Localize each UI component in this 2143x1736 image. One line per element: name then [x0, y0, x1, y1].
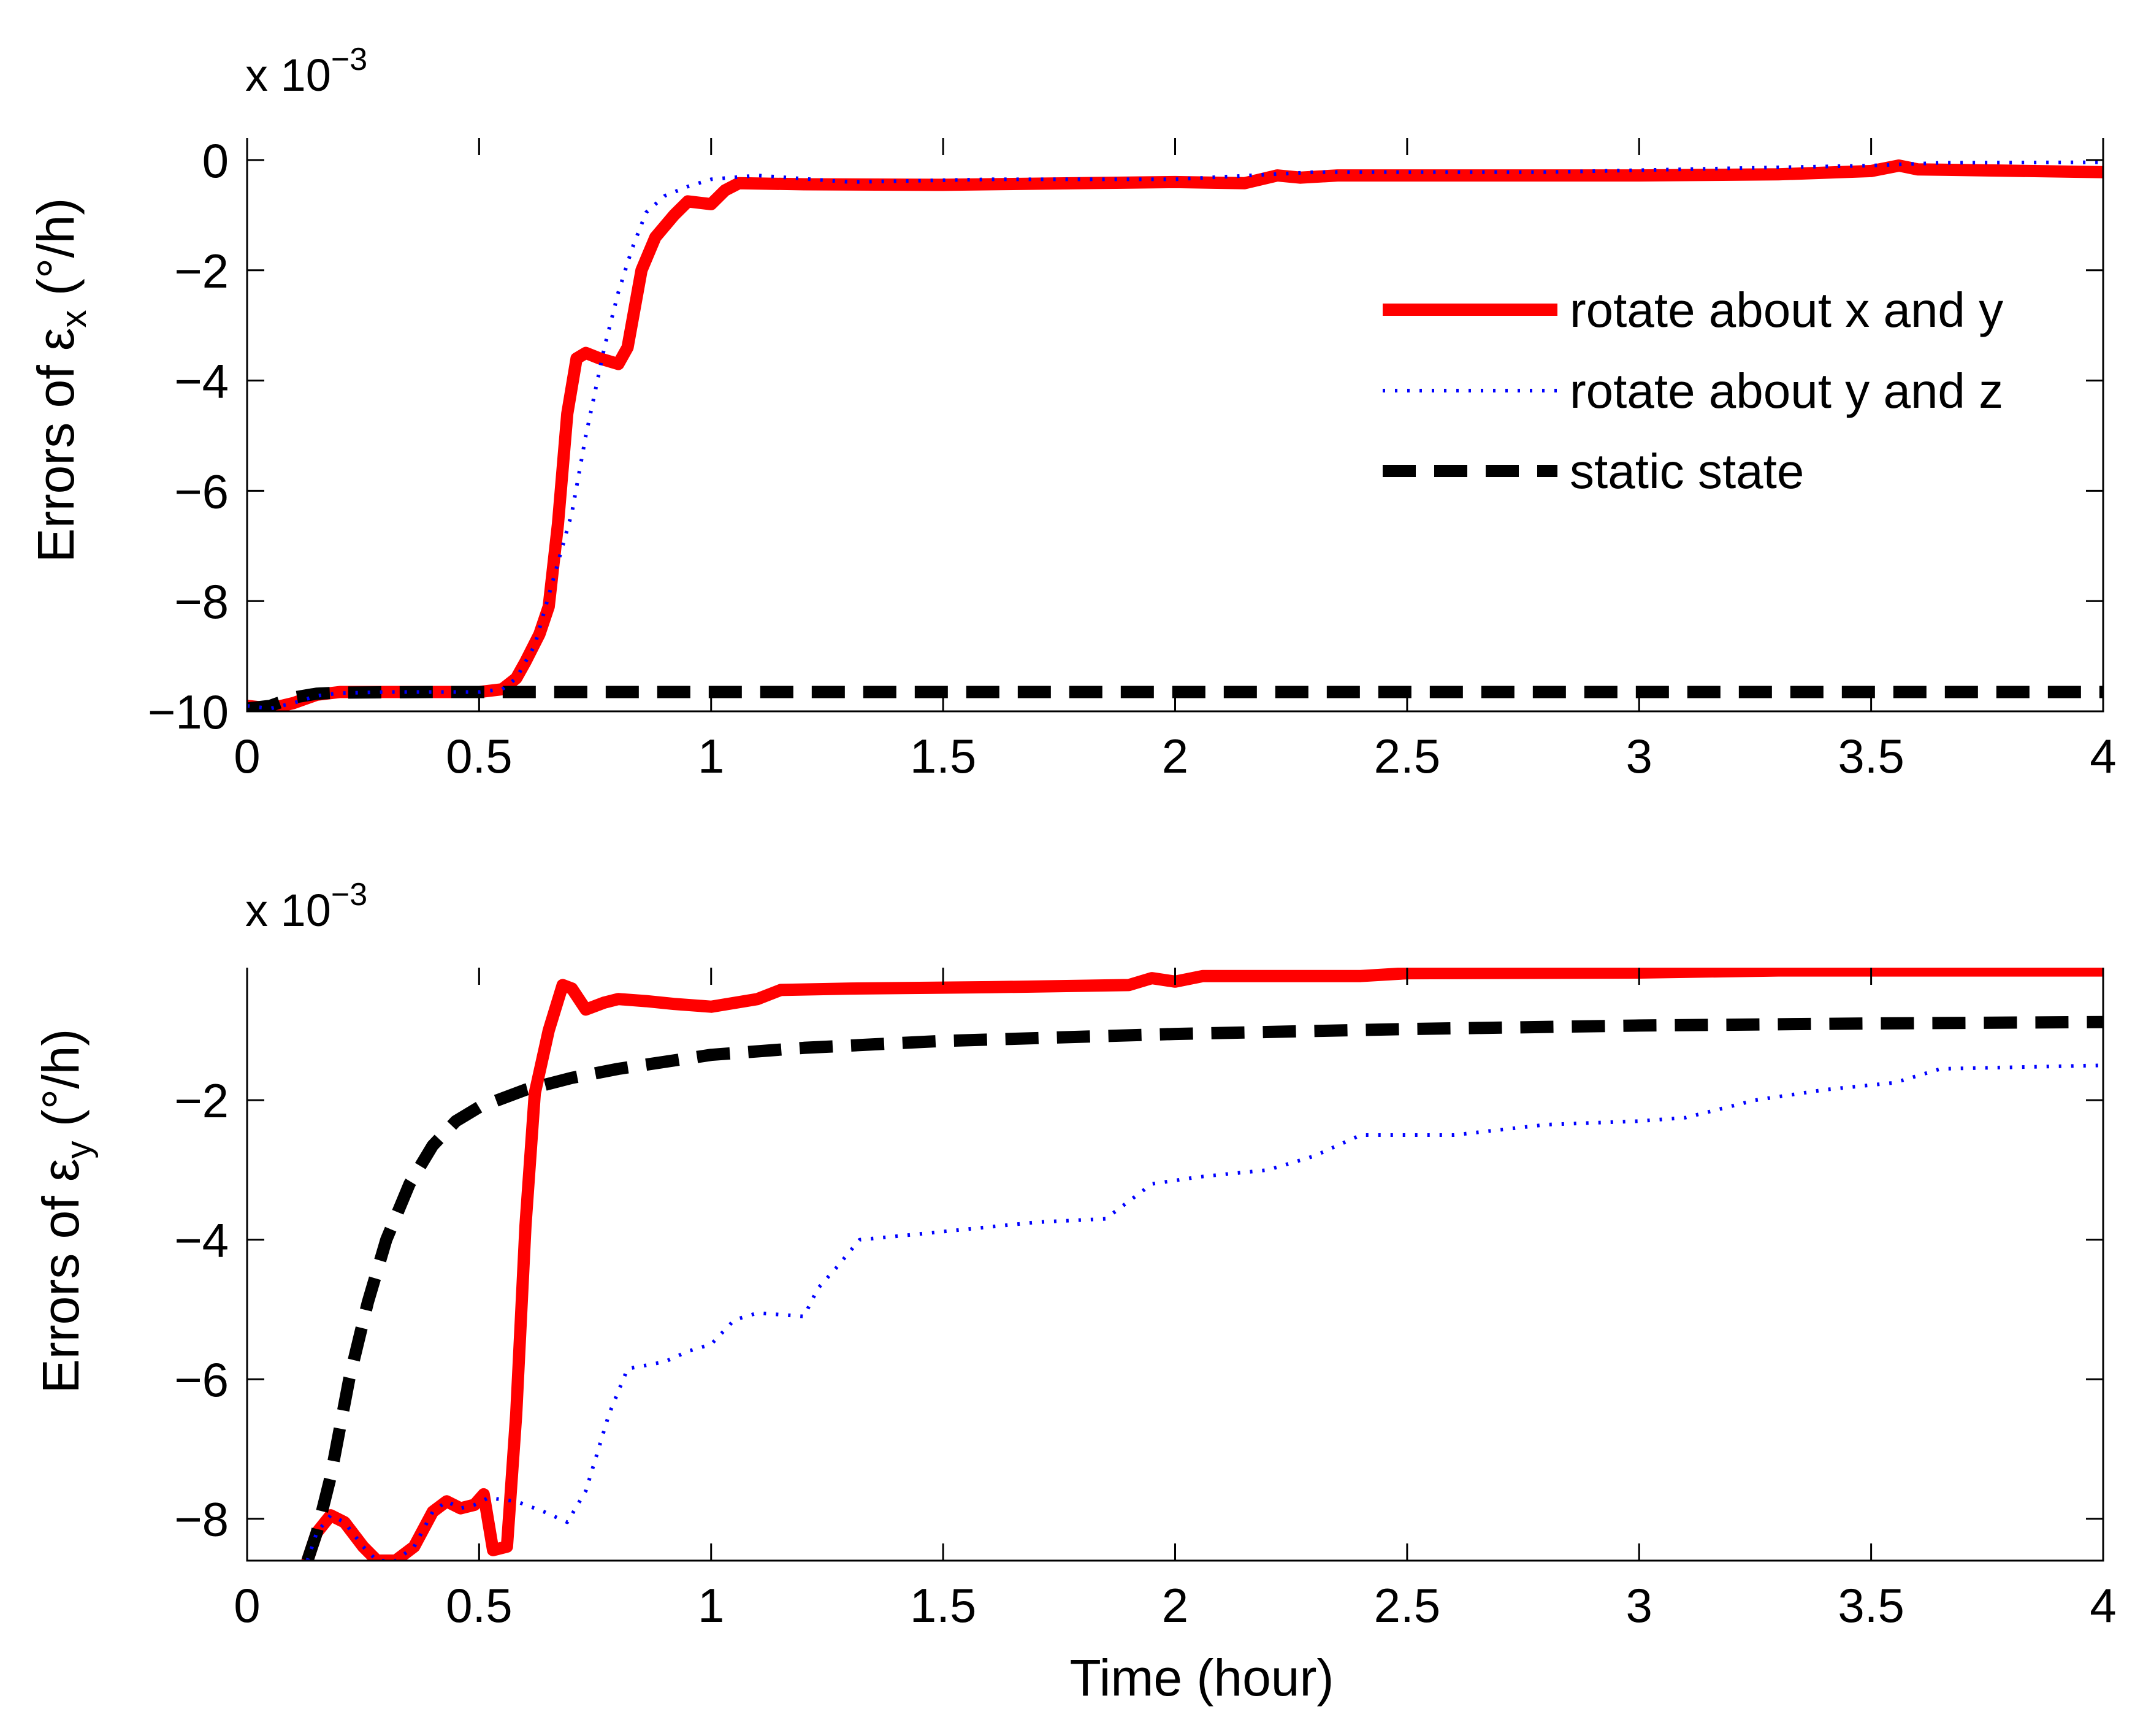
x-tick-label: 1 — [698, 1578, 724, 1632]
y-tick-label: −4 — [174, 354, 229, 408]
legend: rotate about x and y rotate about y and z… — [1383, 283, 2003, 499]
x-tick-label: 3 — [1626, 729, 1652, 783]
x-tick-label: 2.5 — [1374, 729, 1440, 783]
legend-label: static state — [1570, 444, 1804, 499]
exponent-label-bottom: x 10−3 — [245, 877, 367, 936]
x-tick-label: 2.5 — [1374, 1578, 1440, 1632]
x-tick-label: 2 — [1162, 729, 1188, 783]
y-tick-label: −2 — [174, 1074, 229, 1128]
y-tick-label: −6 — [174, 464, 229, 518]
axes-bottom: 0 0.5 1 1.5 2 2.5 3 3.5 4 −8 −6 −4 −2 — [174, 968, 2117, 1632]
plot-area-bottom — [301, 968, 2103, 1561]
x-tick-label: 4 — [2090, 729, 2116, 783]
x-tick-label: 3.5 — [1838, 1578, 1904, 1632]
subplot-top: x 10−3 Errors of εx (°/h) 0 0.5 1 1.5 2 2.5 3 3… — [27, 42, 2117, 783]
y-tick-label: −6 — [174, 1353, 229, 1407]
x-tick-label: 0 — [234, 729, 260, 783]
y-tick-label: −8 — [174, 1493, 229, 1547]
y-axis-label-bottom: Errors of εy (°/h) — [32, 1029, 99, 1394]
series-line-static-state — [247, 686, 2103, 711]
series-line-rotate-about-y-and-z — [247, 160, 2103, 711]
y-tick-label: −10 — [148, 685, 229, 739]
series-line-static-state — [301, 1015, 2103, 1561]
x-tick-label: 1.5 — [910, 729, 976, 783]
x-tick-label: 0.5 — [446, 1578, 512, 1632]
x-axis-label: Time (hour) — [1070, 1649, 1334, 1707]
y-axis-label-top: Errors of εx (°/h) — [27, 198, 94, 563]
exponent-label-top: x 10−3 — [245, 42, 367, 101]
x-tick-label: 2 — [1162, 1578, 1188, 1632]
axes-top: 0 0.5 1 1.5 2 2.5 3 3.5 4 −10 −8 −6 −4 −2 0 — [148, 134, 2117, 783]
x-tick-label: 1.5 — [910, 1578, 976, 1632]
legend-label: rotate about x and y — [1570, 283, 2003, 337]
y-tick-label: −2 — [174, 244, 229, 298]
plot-area-top — [247, 159, 2103, 711]
x-tick-label: 0 — [234, 1578, 260, 1632]
x-tick-label: 1 — [698, 729, 724, 783]
legend-label: rotate about y and z — [1570, 364, 2003, 418]
y-tick-label: −8 — [174, 575, 229, 629]
x-tick-label: 0.5 — [446, 729, 512, 783]
x-tick-label: 3 — [1626, 1578, 1652, 1632]
y-tick-label: −4 — [174, 1214, 229, 1268]
x-tick-label: 4 — [2090, 1578, 2116, 1632]
x-tick-label: 3.5 — [1838, 729, 1904, 783]
y-tick-label: 0 — [202, 134, 229, 188]
